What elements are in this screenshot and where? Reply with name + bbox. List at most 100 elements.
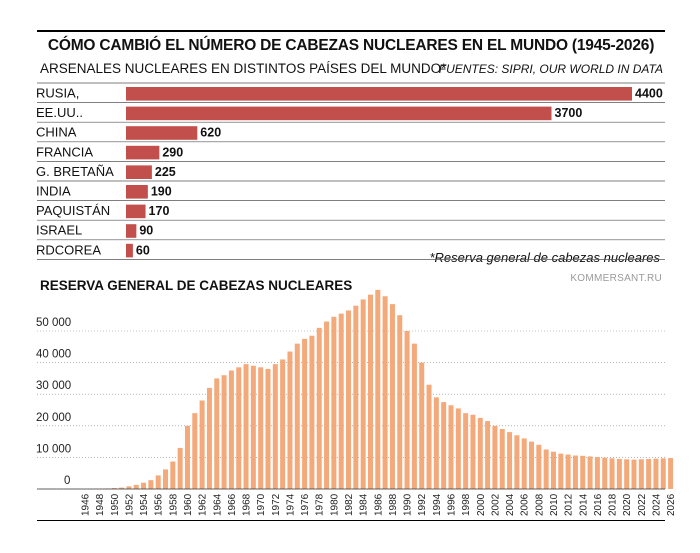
x-tick-label: 2020 xyxy=(622,493,633,516)
x-tick-label: 1958 xyxy=(168,493,179,516)
x-tick-label: 1984 xyxy=(359,493,370,516)
x-tick-label: 1964 xyxy=(212,493,223,516)
x-tick-label: 1946 xyxy=(81,493,92,516)
stock-bar xyxy=(433,397,439,489)
x-tick-label: 1972 xyxy=(271,493,282,516)
y-tick-label: 30 000 xyxy=(36,380,71,392)
stock-bar xyxy=(367,294,373,489)
stock-bar xyxy=(492,425,498,489)
x-tick-label: 1968 xyxy=(242,493,253,516)
x-tick-label: 2010 xyxy=(549,493,560,516)
stock-bar xyxy=(448,405,454,489)
x-tick-label: 1952 xyxy=(124,493,135,516)
stock-bar xyxy=(184,425,190,489)
country-label: RDCOREA xyxy=(36,242,101,257)
stock-bar xyxy=(316,327,322,489)
stock-bar xyxy=(111,488,117,489)
stock-bar xyxy=(485,421,491,489)
country-label: EE.UU.. xyxy=(36,105,83,120)
stock-bar xyxy=(287,351,293,489)
y-tick-label: 40 000 xyxy=(36,349,71,361)
stock-bar xyxy=(133,484,139,489)
stock-bar xyxy=(206,387,212,489)
stock-bar xyxy=(331,316,337,489)
country-value-label: 170 xyxy=(149,204,170,218)
stock-bar xyxy=(558,453,564,489)
stock-bar xyxy=(514,435,520,489)
country-bar xyxy=(126,185,148,199)
country-label: INDIA xyxy=(36,184,71,199)
x-tick-label: 2014 xyxy=(578,493,589,516)
x-tick-label: 1978 xyxy=(315,493,326,516)
x-tick-label: 2016 xyxy=(593,493,604,516)
stock-bar xyxy=(170,461,176,489)
stock-bar xyxy=(324,321,330,489)
stock-bar xyxy=(250,365,256,489)
stock-bar xyxy=(141,482,147,489)
stock-bar xyxy=(411,343,417,489)
stock-bar xyxy=(236,367,242,489)
stock-bar xyxy=(280,359,286,489)
country-bar xyxy=(126,165,152,179)
x-tick-label: 1948 xyxy=(95,493,106,516)
stock-bar xyxy=(126,486,132,489)
stock-bar xyxy=(265,368,271,489)
stock-bar xyxy=(565,454,571,489)
stock-bar xyxy=(521,438,527,489)
x-tick-label: 1986 xyxy=(373,493,384,516)
stock-bar xyxy=(389,304,395,489)
stock-bar xyxy=(455,408,461,489)
stock-bar xyxy=(309,335,315,489)
stock-bar xyxy=(631,459,637,489)
stock-bar xyxy=(294,343,300,489)
stock-bar xyxy=(375,289,381,489)
credit-label: KOMMERSANT.RU xyxy=(570,273,662,284)
x-tick-label: 2004 xyxy=(505,493,516,516)
stock-bar xyxy=(272,364,278,489)
stock-bar xyxy=(529,441,535,489)
country-label: FRANCIA xyxy=(36,144,93,159)
stock-bar xyxy=(214,378,220,489)
x-tick-label: 1976 xyxy=(300,493,311,516)
stock-bar xyxy=(624,459,630,489)
stock-bar xyxy=(163,469,169,489)
stock-bar xyxy=(148,480,154,489)
stock-bar xyxy=(155,475,161,489)
country-value-label: 90 xyxy=(139,224,153,238)
stock-bar xyxy=(404,331,410,489)
stock-bar xyxy=(419,362,425,489)
source-note: FUENTES: SIPRI, OUR WORLD IN DATA xyxy=(438,62,663,76)
y-tick-label: 20 000 xyxy=(36,412,71,424)
country-bar xyxy=(126,106,552,121)
x-tick-label: 1974 xyxy=(285,493,296,516)
x-tick-label: 1956 xyxy=(154,493,165,516)
stock-bar xyxy=(470,414,476,489)
x-tick-label: 2008 xyxy=(534,493,545,516)
x-tick-label: 1992 xyxy=(417,493,428,516)
stock-bar xyxy=(119,487,125,489)
stock-bar xyxy=(587,456,593,489)
x-tick-label: 1990 xyxy=(403,493,414,516)
country-value-label: 4400 xyxy=(635,87,663,101)
stock-bar xyxy=(353,305,359,489)
stock-bar xyxy=(616,458,622,489)
stock-bar xyxy=(243,364,249,489)
stock-bar xyxy=(572,455,578,489)
x-tick-label: 1994 xyxy=(432,493,443,516)
x-tick-label: 1988 xyxy=(388,493,399,516)
stock-bar xyxy=(228,370,234,489)
stock-bar xyxy=(302,338,308,489)
country-value-label: 620 xyxy=(200,126,221,140)
stock-bar xyxy=(609,458,615,489)
country-value-label: 290 xyxy=(162,145,183,159)
stock-bar xyxy=(426,384,432,489)
stock-bar xyxy=(536,444,542,489)
country-label: ISRAEL xyxy=(36,223,82,238)
stock-bar xyxy=(580,455,586,489)
stock-bar xyxy=(382,296,388,489)
x-tick-label: 1954 xyxy=(139,493,150,516)
top-rule xyxy=(37,30,665,32)
country-label: RUSIA, xyxy=(36,86,79,101)
stock-bar xyxy=(594,457,600,489)
